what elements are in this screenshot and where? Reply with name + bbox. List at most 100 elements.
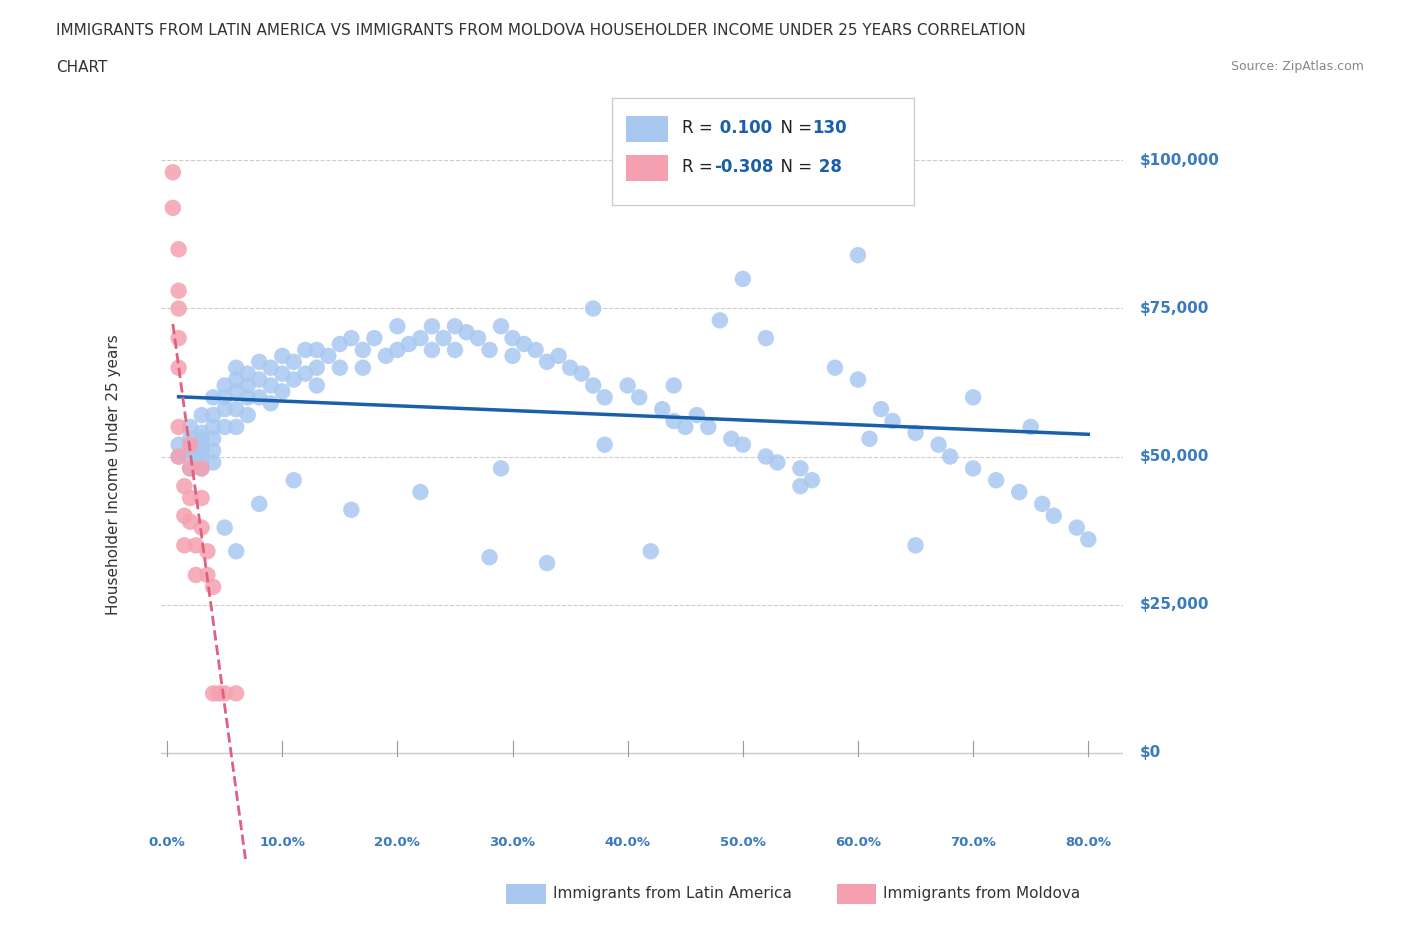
Point (363, 331, 385, 346)
Point (673, 419, 696, 434)
Point (904, 538, 927, 552)
Point (409, 485, 432, 499)
Point (179, 444, 201, 458)
Text: R =: R = (682, 119, 718, 138)
Text: Immigrants from Moldova: Immigrants from Moldova (883, 886, 1080, 901)
Point (214, 402, 236, 417)
Point (420, 319, 443, 334)
Point (444, 319, 467, 334)
Point (225, 686, 247, 701)
Point (167, 437, 190, 452)
Point (236, 366, 259, 381)
Point (858, 432, 880, 446)
Text: $0: $0 (1140, 745, 1161, 760)
Point (202, 390, 225, 405)
Point (197, 567, 219, 582)
Text: 60.0%: 60.0% (835, 835, 882, 848)
Text: 0.0%: 0.0% (149, 835, 186, 848)
Point (616, 378, 638, 392)
Point (352, 360, 374, 375)
Point (190, 455, 212, 470)
Point (502, 349, 524, 364)
Text: 10.0%: 10.0% (259, 835, 305, 848)
Point (962, 390, 984, 405)
Text: $75,000: $75,000 (1140, 301, 1209, 316)
Point (190, 444, 212, 458)
Point (329, 360, 352, 375)
Point (190, 461, 212, 476)
Point (628, 390, 651, 405)
Point (755, 331, 778, 346)
Point (662, 414, 685, 429)
Point (208, 686, 231, 701)
Point (179, 432, 201, 446)
Point (202, 419, 225, 434)
Point (167, 419, 190, 434)
Point (294, 366, 316, 381)
Point (340, 502, 363, 517)
Point (305, 342, 328, 357)
Point (536, 556, 558, 571)
Point (162, 165, 184, 179)
Point (478, 342, 501, 357)
Point (202, 432, 225, 446)
Text: 50.0%: 50.0% (720, 835, 766, 848)
Point (340, 331, 363, 346)
Point (1019, 419, 1042, 434)
Point (283, 472, 305, 487)
Point (1066, 520, 1088, 535)
Point (800, 472, 823, 487)
Point (260, 360, 283, 375)
Text: 40.0%: 40.0% (605, 835, 651, 848)
Point (190, 407, 212, 422)
Point (260, 378, 283, 392)
Point (846, 372, 869, 387)
Point (662, 378, 685, 392)
Point (271, 366, 294, 381)
Point (374, 349, 396, 364)
Point (190, 425, 212, 440)
Text: 20.0%: 20.0% (374, 835, 420, 848)
Point (214, 520, 236, 535)
Point (202, 407, 225, 422)
Point (1031, 497, 1053, 512)
Point (260, 396, 283, 411)
Point (582, 378, 605, 392)
Text: 70.0%: 70.0% (950, 835, 995, 848)
Point (640, 544, 662, 559)
Point (202, 444, 225, 458)
Point (352, 342, 374, 357)
Point (755, 449, 778, 464)
Point (305, 360, 328, 375)
Point (197, 544, 219, 559)
Text: 28: 28 (813, 158, 842, 177)
Point (167, 284, 190, 299)
Point (444, 342, 467, 357)
Point (225, 402, 247, 417)
Text: Source: ZipAtlas.com: Source: ZipAtlas.com (1230, 60, 1364, 73)
Point (1077, 532, 1099, 547)
Point (709, 312, 731, 327)
Text: N =: N = (770, 119, 818, 138)
Point (179, 461, 201, 476)
Point (387, 319, 409, 334)
Point (731, 437, 754, 452)
Point (824, 360, 846, 375)
Point (882, 414, 904, 429)
Point (179, 437, 201, 452)
Point (225, 544, 247, 559)
Point (236, 390, 259, 405)
Point (167, 242, 190, 257)
Point (283, 354, 305, 369)
Point (329, 337, 352, 352)
Point (697, 419, 720, 434)
Point (214, 419, 236, 434)
Point (247, 372, 270, 387)
Point (225, 419, 247, 434)
Point (593, 390, 616, 405)
Point (986, 472, 1008, 487)
Point (271, 384, 294, 399)
Point (651, 402, 673, 417)
Point (167, 360, 190, 375)
Point (162, 200, 184, 215)
